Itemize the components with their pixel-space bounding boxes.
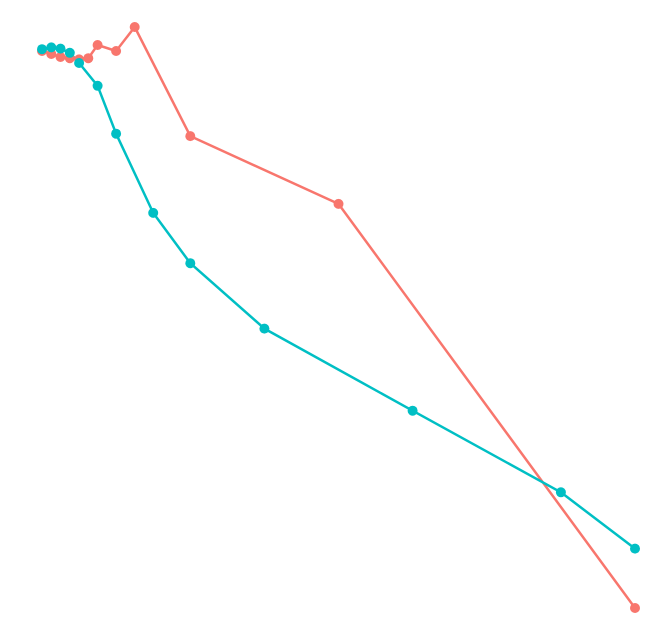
- series-2-point-3: [55, 43, 66, 54]
- series-2-point-5: [74, 58, 85, 68]
- series-1-point-9: [129, 22, 140, 32]
- series-2-point-8: [148, 207, 159, 218]
- series-2-point-12: [555, 487, 566, 498]
- series-1-point-7: [92, 40, 103, 50]
- series-1-point-3: [55, 52, 66, 62]
- series-2-point-9: [185, 258, 196, 269]
- series-1-point-8: [111, 46, 122, 56]
- plot-area: [37, 22, 640, 613]
- series-1-line: [40, 25, 637, 610]
- series-2-point-11: [407, 405, 418, 416]
- series-2-point-7: [111, 128, 122, 139]
- series-2-point-6: [92, 80, 103, 91]
- series-2-point-13: [630, 543, 640, 554]
- series-2-point-4: [64, 47, 75, 58]
- series-2-point-2: [46, 42, 57, 53]
- series-1-point-11: [333, 198, 344, 209]
- series-1-point-12: [630, 603, 640, 613]
- series-2-point-10: [259, 323, 270, 334]
- series-2-point-1: [37, 44, 47, 55]
- series-2-line: [40, 46, 637, 550]
- series-1-point-10: [185, 131, 196, 142]
- series-1-point-6: [83, 53, 94, 64]
